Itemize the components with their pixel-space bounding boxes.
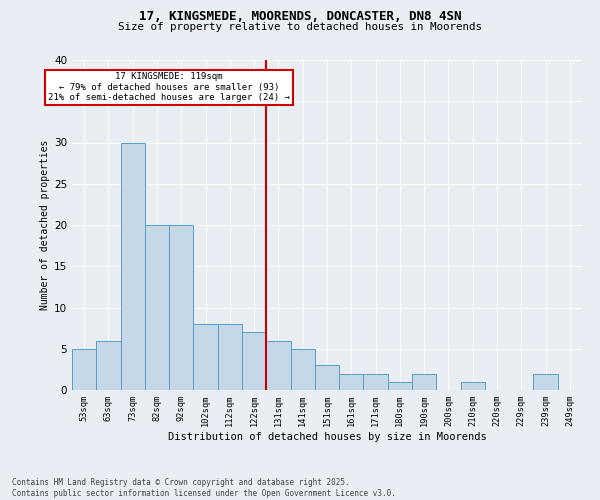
Bar bbox=[290, 349, 315, 390]
Text: 17, KINGSMEDE, MOORENDS, DONCASTER, DN8 4SN: 17, KINGSMEDE, MOORENDS, DONCASTER, DN8 … bbox=[139, 10, 461, 23]
Bar bbox=[364, 374, 388, 390]
Bar bbox=[412, 374, 436, 390]
Bar bbox=[266, 340, 290, 390]
Bar bbox=[339, 374, 364, 390]
X-axis label: Distribution of detached houses by size in Moorends: Distribution of detached houses by size … bbox=[167, 432, 487, 442]
Bar bbox=[388, 382, 412, 390]
Bar bbox=[96, 340, 121, 390]
Bar bbox=[533, 374, 558, 390]
Bar bbox=[145, 225, 169, 390]
Bar bbox=[169, 225, 193, 390]
Bar bbox=[242, 332, 266, 390]
Text: 17 KINGSMEDE: 119sqm
← 79% of detached houses are smaller (93)
21% of semi-detac: 17 KINGSMEDE: 119sqm ← 79% of detached h… bbox=[48, 72, 290, 102]
Text: Size of property relative to detached houses in Moorends: Size of property relative to detached ho… bbox=[118, 22, 482, 32]
Y-axis label: Number of detached properties: Number of detached properties bbox=[40, 140, 50, 310]
Bar bbox=[218, 324, 242, 390]
Bar bbox=[72, 349, 96, 390]
Bar bbox=[461, 382, 485, 390]
Bar bbox=[315, 365, 339, 390]
Text: Contains HM Land Registry data © Crown copyright and database right 2025.
Contai: Contains HM Land Registry data © Crown c… bbox=[12, 478, 396, 498]
Bar bbox=[193, 324, 218, 390]
Bar bbox=[121, 142, 145, 390]
